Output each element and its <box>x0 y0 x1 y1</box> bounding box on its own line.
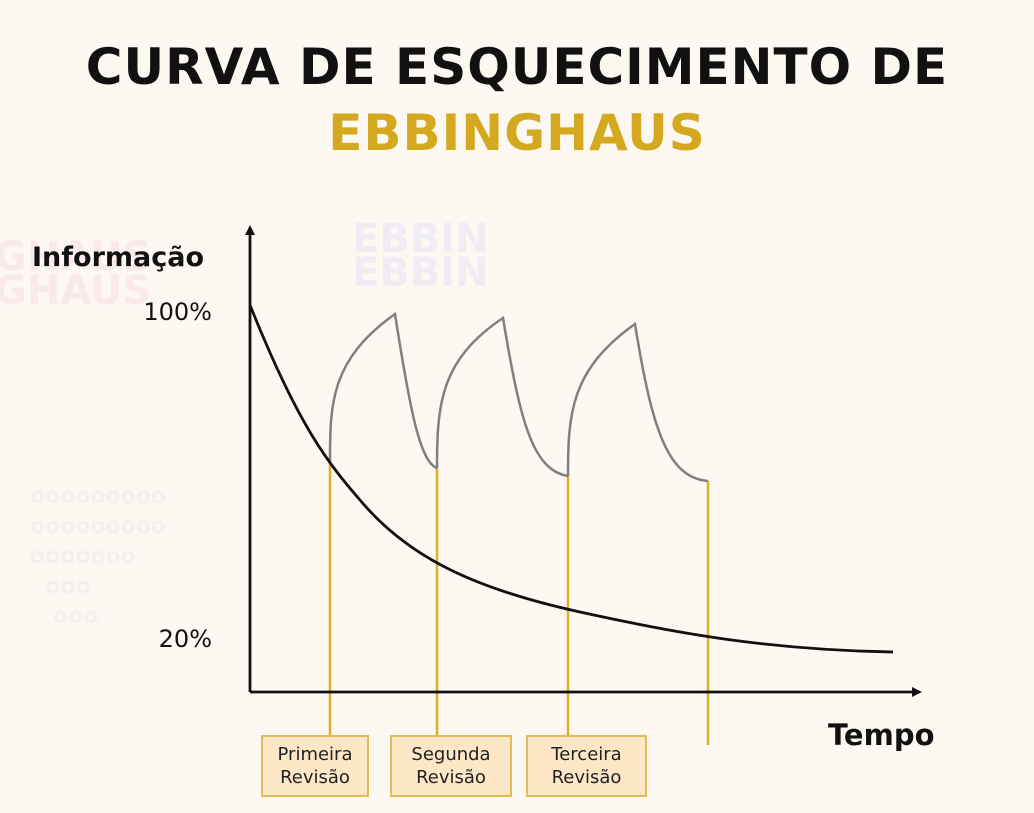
y-tick-100: 100% <box>143 298 212 326</box>
review-curve-1 <box>328 311 438 470</box>
review-label-1-line1: Primeira <box>277 744 353 765</box>
forgetting-curve <box>248 304 894 654</box>
y-axis-title: Informação <box>32 242 205 273</box>
review-label-3-line1: Terceira <box>551 744 622 765</box>
title-line-1: CURVA DE ESQUECIMENTO DE <box>85 38 949 96</box>
review-label-3: Terceira Revisão <box>526 735 647 797</box>
review-curve-2 <box>435 315 569 478</box>
review-label-3-line2: Revisão <box>551 767 622 788</box>
review-label-2-line2: Revisão <box>416 767 486 788</box>
review-label-1: Primeira Revisão <box>261 735 369 797</box>
review-label-1-line2: Revisão <box>280 767 350 788</box>
x-axis-title: Tempo <box>828 718 935 752</box>
review-label-2: Segunda Revisão <box>390 735 512 797</box>
y-tick-20: 20% <box>158 625 212 653</box>
review-label-2-line1: Segunda <box>411 744 491 765</box>
title-line-2: EBBINGHAUS <box>328 104 706 162</box>
review-curve-3 <box>566 321 709 483</box>
